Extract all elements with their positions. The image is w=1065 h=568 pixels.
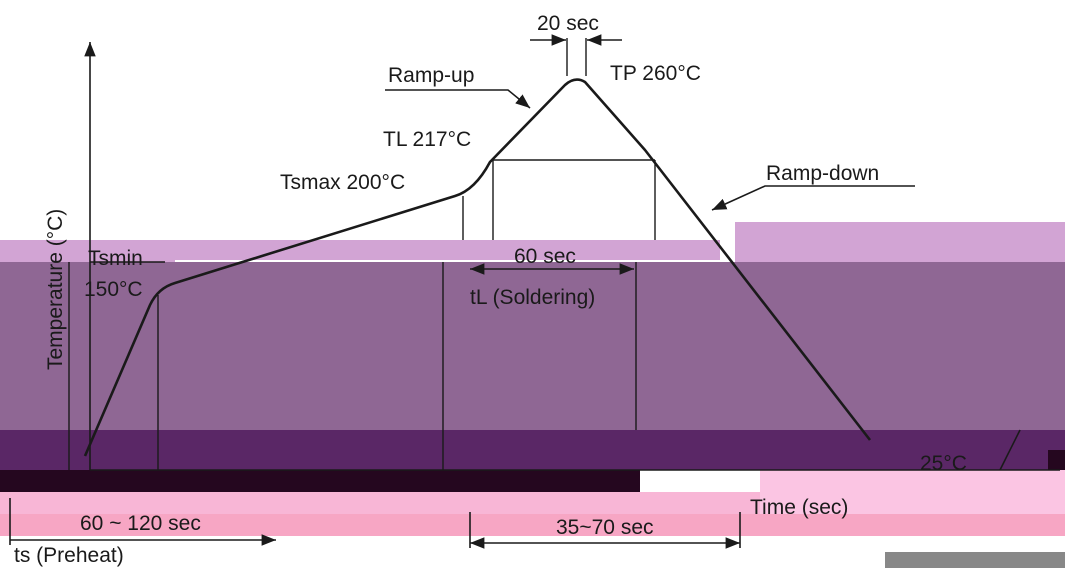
liquidus-name-label: tL (Soldering) (470, 286, 595, 309)
preheat-name-label: ts (Preheat) (14, 544, 124, 567)
band-top-light-right (735, 222, 1065, 264)
ramp-up-leader (385, 89, 531, 109)
reflow-curve (83, 78, 872, 457)
ramp-time-label: 35~70 sec (556, 516, 654, 539)
band-dark-corner (1048, 450, 1065, 470)
ramp-up-label: Ramp-up (388, 64, 474, 87)
band-middle (0, 262, 1065, 430)
x-axis-label: Time (sec) (750, 496, 848, 519)
band-top-light (0, 240, 720, 260)
band-black (0, 470, 640, 492)
band-pink-lower (0, 514, 1065, 536)
guide-lines (68, 38, 656, 470)
liquidus-time-label: 60 sec (514, 245, 576, 268)
tsmin-name-label: Tsmin (88, 247, 143, 270)
band-dark (0, 430, 1065, 470)
preheat-time-label: 60 ~ 120 sec (80, 512, 201, 535)
tsmin-value-label: 150°C (84, 278, 143, 301)
peak-time-label: 20 sec (537, 12, 599, 35)
ramp-down-label: Ramp-down (766, 162, 879, 185)
ramp-down-leader (711, 185, 915, 211)
ambient-label: 25°C (920, 452, 967, 475)
y-axis-label: Temperature (°C) (44, 209, 67, 370)
band-gray-corner (885, 552, 1065, 568)
tsmax-label: Tsmax 200°C (280, 171, 405, 194)
x-axis-tail (999, 429, 1021, 471)
peak-label: TP 260°C (610, 62, 701, 85)
band-pink-right (760, 470, 1065, 514)
liquidus-label: TL 217°C (383, 128, 471, 151)
